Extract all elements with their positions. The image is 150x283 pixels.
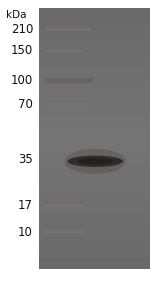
Text: 100: 100 xyxy=(11,74,33,87)
Bar xyxy=(45,158,86,161)
Ellipse shape xyxy=(64,149,126,174)
Text: 150: 150 xyxy=(11,44,33,57)
Text: 70: 70 xyxy=(18,98,33,111)
Ellipse shape xyxy=(77,158,113,164)
Text: 10: 10 xyxy=(18,226,33,239)
Bar xyxy=(45,204,84,207)
Text: 35: 35 xyxy=(18,153,33,166)
Ellipse shape xyxy=(68,156,123,167)
Text: kDa: kDa xyxy=(6,10,27,20)
Bar xyxy=(45,103,87,106)
Bar xyxy=(45,28,90,31)
Text: 210: 210 xyxy=(11,23,33,36)
Bar xyxy=(45,78,93,83)
Bar xyxy=(45,50,82,52)
Text: 17: 17 xyxy=(18,199,33,212)
Bar xyxy=(45,231,82,233)
